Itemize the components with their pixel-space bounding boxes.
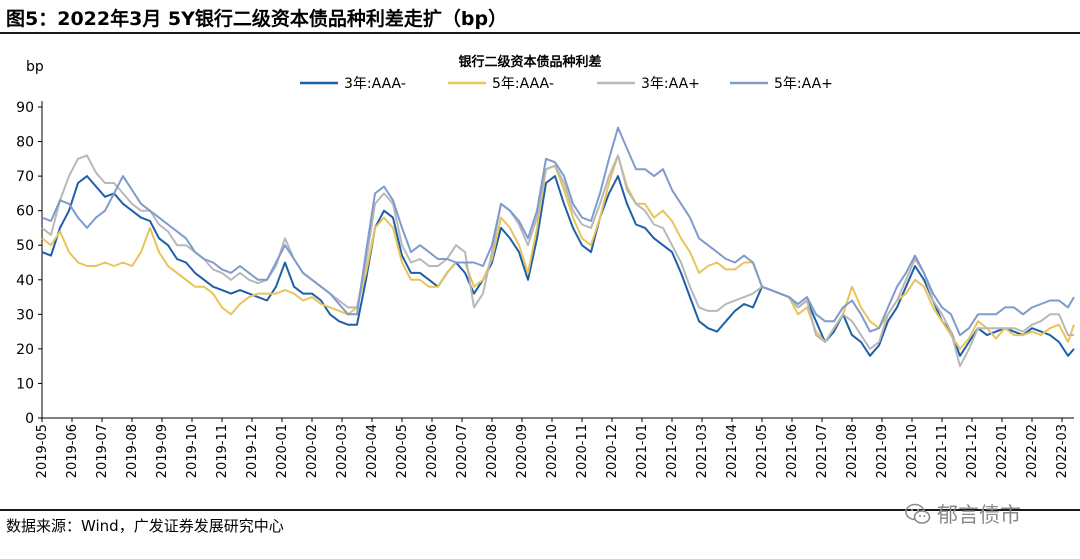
y-tick-label: 80 (16, 135, 34, 151)
series-line-2 (41, 154, 1074, 368)
x-tick-label: 2019-10 (185, 424, 200, 478)
x-tick-label: 2021-09 (875, 424, 890, 478)
chart-title: 银行二级资本债品种利差 (458, 54, 601, 70)
chart-series (41, 126, 1075, 368)
x-tick-label: 2021-10 (905, 424, 920, 478)
x-tick-label: 2021-02 (665, 424, 680, 478)
watermark: 郁言债市 (905, 501, 1021, 527)
x-tick-label: 2020-06 (425, 424, 440, 478)
y-tick-label: 30 (16, 307, 34, 323)
chart-labels: 银行二级资本债品种利差 bp 0 10 20 30 40 50 60 70 80 90 2019-0… (16, 54, 1070, 478)
x-tick-label: 2020-11 (575, 424, 590, 478)
y-tick-label: 90 (16, 100, 34, 116)
line-chart: 银行二级资本债品种利差 bp 0 10 20 30 40 50 60 70 80 90 2019-0… (16, 54, 1075, 478)
x-tick-label: 2021-06 (785, 424, 800, 478)
x-tick-label: 2019-08 (125, 424, 140, 478)
bottom-rule (0, 509, 1080, 511)
figure-title: 图5：2022年3月 5Y银行二级资本债品种利差走扩（bp） (6, 8, 508, 30)
x-tick-label: 2021-03 (695, 424, 710, 478)
legend-label-3: 5年:AA+ (774, 76, 833, 92)
x-tick-label: 2022-02 (1025, 424, 1040, 478)
y-tick-label: 50 (16, 238, 34, 254)
x-tick-label: 2020-02 (305, 424, 320, 478)
x-tick-label: 2021-04 (725, 424, 740, 478)
x-tick-label: 2020-08 (485, 424, 500, 478)
x-tick-label: 2019-07 (95, 424, 110, 478)
series-line-0 (41, 175, 1075, 357)
y-tick-label: 60 (16, 204, 34, 220)
watermark-text: 郁言债市 (937, 503, 1021, 527)
x-tick-label: 2020-03 (335, 424, 350, 478)
x-tick-label: 2019-06 (65, 424, 80, 478)
chart-legend: 3年:AAA- 5年:AAA- 3年:AA+ 5年:AA+ (300, 76, 833, 92)
x-tick-label: 2021-05 (755, 424, 770, 478)
y-tick-label: 20 (16, 342, 34, 358)
x-tick-label: 2019-11 (215, 424, 230, 478)
legend-label-1: 5年:AAA- (492, 76, 554, 92)
x-tick-label: 2020-07 (455, 424, 470, 478)
legend-label-0: 3年:AAA- (344, 76, 406, 92)
x-tick-label: 2021-11 (935, 424, 950, 478)
x-tick-label: 2020-05 (395, 424, 410, 478)
x-tick-label: 2020-01 (275, 424, 290, 478)
x-tick-label: 2019-09 (155, 424, 170, 478)
chart-axes (38, 101, 1074, 422)
x-tick-label: 2019-12 (245, 424, 260, 478)
x-tick-label: 2022-01 (995, 424, 1010, 478)
wechat-icon (905, 503, 931, 524)
series-line-1 (41, 154, 1075, 350)
y-tick-label: 40 (16, 273, 34, 289)
top-rule (0, 32, 1080, 34)
x-tick-label: 2021-12 (965, 424, 980, 478)
x-tick-label: 2020-10 (545, 424, 560, 478)
x-tick-label: 2020-04 (365, 424, 380, 478)
y-tick-label: 10 (16, 376, 34, 392)
x-tick-label: 2021-01 (635, 424, 650, 478)
x-tick-label: 2022-03 (1055, 424, 1070, 478)
source-note: 数据来源：Wind，广发证券发展研究中心 (6, 517, 284, 535)
y-axis-unit-label: bp (26, 59, 44, 75)
y-tick-label: 0 (25, 411, 34, 427)
x-tick-label: 2020-12 (605, 424, 620, 478)
series-line-3 (41, 126, 1075, 337)
x-tick-label: 2021-08 (845, 424, 860, 478)
x-tick-label: 2019-05 (35, 424, 50, 478)
y-tick-label: 70 (16, 169, 34, 185)
x-tick-label: 2021-07 (815, 424, 830, 478)
legend-label-2: 3年:AA+ (641, 76, 700, 92)
x-tick-label: 2020-09 (515, 424, 530, 478)
